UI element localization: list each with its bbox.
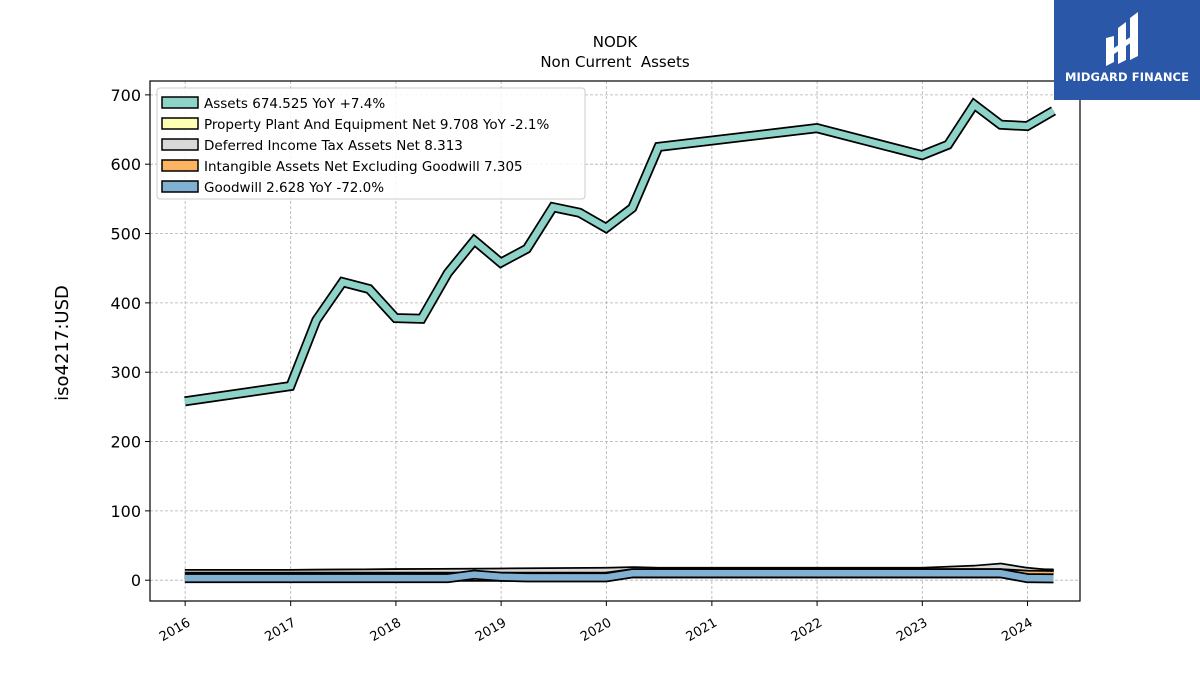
y-tick-label: 100 xyxy=(110,502,141,521)
series-line-4 xyxy=(184,570,1054,582)
y-tick-label: 600 xyxy=(110,155,141,174)
brand-logo: MIDGARD FINANCE xyxy=(1054,0,1200,100)
legend-label-3: Intangible Assets Net Excluding Goodwill… xyxy=(204,159,523,175)
legend-label-1: Property Plant And Equipment Net 9.708 Y… xyxy=(204,117,549,133)
legend-swatch-3 xyxy=(161,159,199,172)
legend-box xyxy=(156,87,586,200)
x-tick-label: 2023 xyxy=(894,615,930,645)
x-tick-label: 2021 xyxy=(684,615,720,645)
series-line-0 xyxy=(184,99,1056,405)
x-tick-label: 2020 xyxy=(578,615,614,645)
y-tick-label: 500 xyxy=(110,225,141,244)
legend-label-0: Assets 674.525 YoY +7.4% xyxy=(204,96,385,112)
chart-subtitle: Non Current Assets xyxy=(540,53,690,71)
y-axis-label: iso4217:USD xyxy=(52,285,73,401)
legend-swatch-0 xyxy=(161,96,199,109)
y-tick-label: 300 xyxy=(110,363,141,382)
axes-frame xyxy=(149,80,1081,602)
x-tick-label: 2024 xyxy=(999,615,1035,645)
y-tick-label: 700 xyxy=(110,86,141,105)
x-tick-label: 2017 xyxy=(263,615,299,645)
y-tick-label: 0 xyxy=(131,571,141,590)
legend-label-4: Goodwill 2.628 YoY -72.0% xyxy=(204,180,384,196)
legend: Assets 674.525 YoY +7.4% Property Plant A… xyxy=(156,87,586,200)
x-tick-label: 2019 xyxy=(473,615,509,645)
legend-label-2: Deferred Income Tax Assets Net 8.313 xyxy=(204,138,463,154)
brand-logo-text: MIDGARD FINANCE xyxy=(1064,70,1190,84)
x-tick-label: 2022 xyxy=(789,615,825,645)
chart-title: NODK xyxy=(593,33,639,51)
y-tick-label: 400 xyxy=(110,294,141,313)
x-tick-label: 2018 xyxy=(368,615,404,645)
legend-swatch-2 xyxy=(161,138,199,151)
legend-swatch-1 xyxy=(161,117,199,130)
x-tick-label: 2016 xyxy=(157,615,193,645)
y-tick-label: 200 xyxy=(110,433,141,452)
legend-swatch-4 xyxy=(161,180,199,193)
midgard-logo-icon xyxy=(1106,12,1138,66)
